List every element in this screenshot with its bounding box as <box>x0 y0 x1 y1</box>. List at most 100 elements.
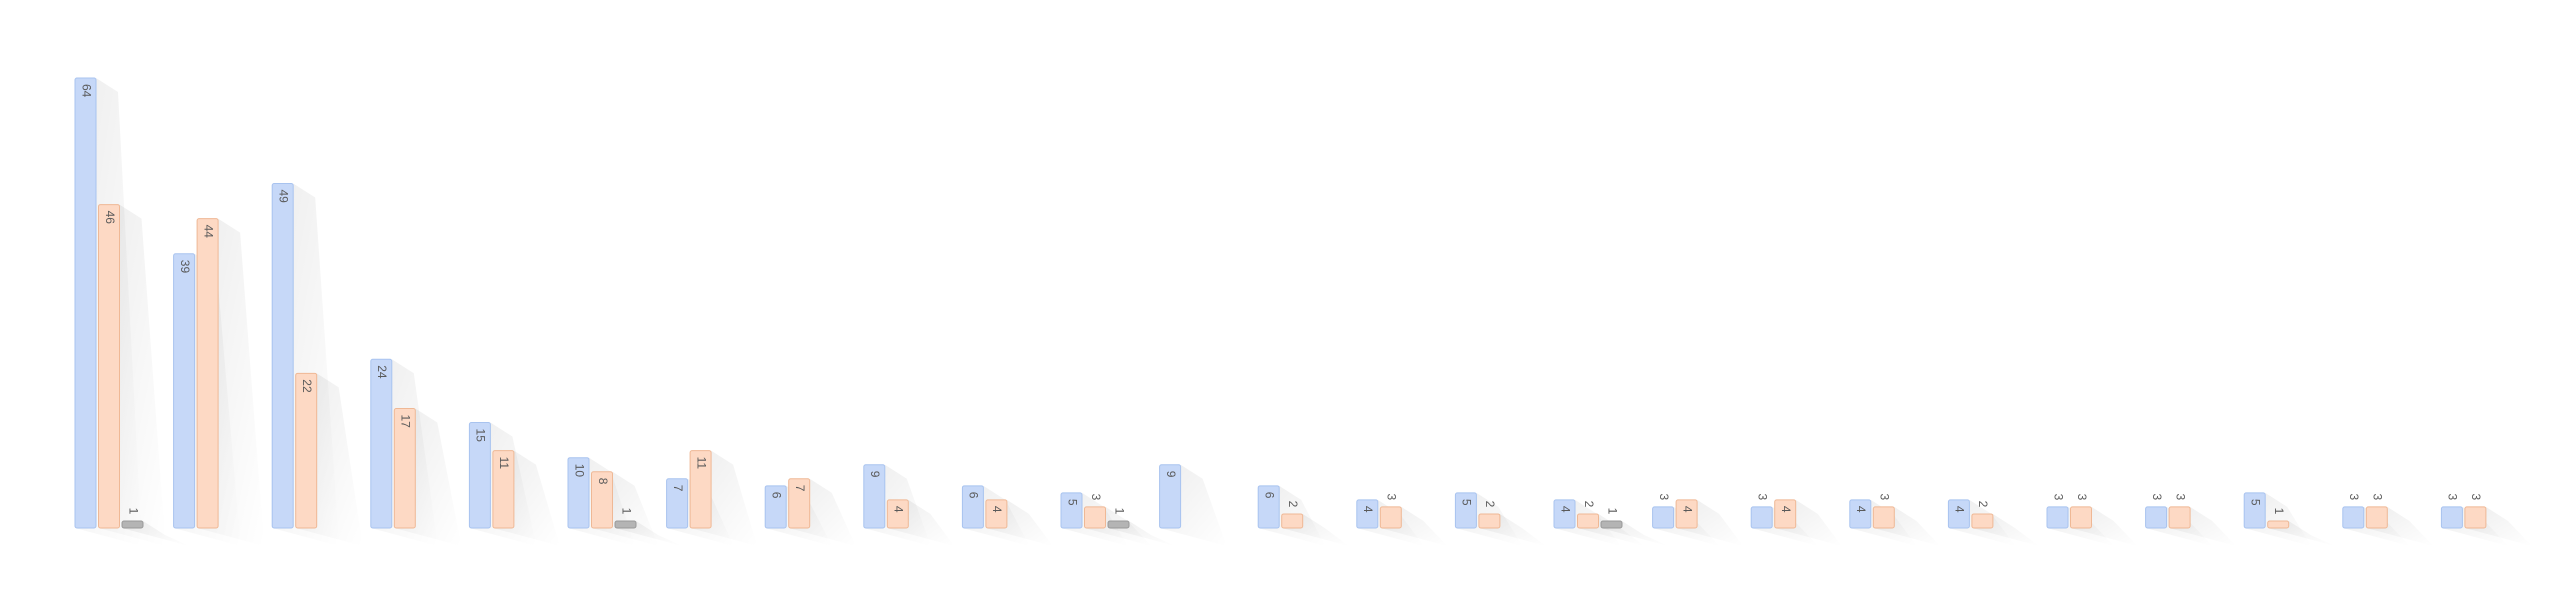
bar <box>1600 520 1623 529</box>
bar <box>2070 506 2092 529</box>
bar <box>1675 499 1698 529</box>
bar <box>393 407 416 529</box>
value-label: 2 <box>1483 501 1497 508</box>
bar <box>1084 506 1106 529</box>
bar <box>1971 513 1994 529</box>
bar <box>121 520 144 529</box>
bar <box>1356 499 1379 529</box>
value-label: 8 <box>596 478 610 485</box>
value-label: 4 <box>1558 506 1572 513</box>
bar <box>614 520 637 529</box>
bar <box>468 422 491 529</box>
bar <box>985 499 1008 529</box>
value-label: 3 <box>2446 494 2460 501</box>
value-label: 11 <box>497 457 511 470</box>
value-label: 2 <box>1976 501 1990 508</box>
bar <box>271 182 294 529</box>
value-label: 3 <box>2371 494 2385 501</box>
value-label: 1 <box>619 508 633 515</box>
value-label: 6 <box>1263 492 1277 499</box>
bar <box>2145 506 2168 529</box>
bar <box>1060 492 1083 529</box>
value-label: 10 <box>572 464 586 478</box>
bar <box>1577 513 1599 529</box>
bar <box>886 499 909 529</box>
bar <box>666 478 689 529</box>
value-label: 4 <box>1680 506 1694 513</box>
value-label: 64 <box>79 84 93 98</box>
bar <box>74 77 97 529</box>
bar <box>1281 513 1304 529</box>
bar <box>2243 492 2266 529</box>
value-label: 7 <box>671 485 685 492</box>
bar <box>1872 506 1895 529</box>
bar <box>196 218 219 529</box>
bar <box>2168 506 2191 529</box>
value-label: 2 <box>1582 501 1596 508</box>
value-label: 3 <box>1657 494 1671 501</box>
value-label: 2 <box>1286 501 1300 508</box>
value-label: 5 <box>1460 499 1474 506</box>
bar <box>591 471 613 529</box>
bar <box>2046 506 2069 529</box>
value-label: 39 <box>178 260 192 274</box>
bar <box>567 457 590 529</box>
value-label: 3 <box>2150 494 2164 501</box>
value-label: 11 <box>694 457 708 470</box>
value-label: 6 <box>770 492 784 499</box>
bar <box>863 464 886 529</box>
bar <box>1379 506 1402 529</box>
value-label: 3 <box>1089 494 1103 501</box>
value-label: 4 <box>1953 506 1967 513</box>
value-label: 3 <box>2469 494 2483 501</box>
bar <box>788 478 811 529</box>
value-label: 22 <box>300 379 314 393</box>
bar <box>2267 520 2290 529</box>
value-label: 24 <box>375 365 389 379</box>
value-label: 49 <box>277 189 291 203</box>
bar <box>689 450 712 529</box>
bar <box>2365 506 2388 529</box>
value-label: 7 <box>793 485 807 492</box>
bar <box>1750 506 1773 529</box>
value-label: 3 <box>1878 494 1892 501</box>
value-label: 3 <box>1756 494 1770 501</box>
bar <box>1553 499 1576 529</box>
value-label: 3 <box>2347 494 2361 501</box>
bar <box>2342 506 2365 529</box>
value-label: 4 <box>1779 506 1793 513</box>
value-label: 17 <box>399 414 413 428</box>
bar <box>1257 485 1280 529</box>
bar <box>1774 499 1797 529</box>
value-label: 5 <box>2249 499 2263 506</box>
value-label: 1 <box>1605 508 1619 515</box>
value-label: 4 <box>990 506 1004 513</box>
value-label: 4 <box>1361 506 1375 513</box>
value-label: 1 <box>1112 508 1126 515</box>
bar <box>1159 464 1182 529</box>
value-label: 1 <box>126 508 140 515</box>
bar <box>1652 506 1675 529</box>
value-label: 9 <box>1164 471 1178 478</box>
bar <box>764 485 787 529</box>
bar <box>1478 513 1501 529</box>
value-label: 6 <box>967 492 981 499</box>
bar <box>1454 492 1477 529</box>
bar <box>295 372 318 529</box>
bar <box>2440 506 2463 529</box>
value-label: 5 <box>1065 499 1079 506</box>
bar <box>1947 499 1970 529</box>
bar <box>173 253 196 529</box>
value-label: 9 <box>868 471 882 478</box>
value-label: 3 <box>2051 494 2065 501</box>
value-label: 3 <box>1385 494 1399 501</box>
value-label: 46 <box>103 211 117 225</box>
value-label: 3 <box>2075 494 2089 501</box>
bar <box>492 450 515 529</box>
bar <box>2464 506 2487 529</box>
bar <box>961 485 984 529</box>
bar <box>98 204 120 529</box>
value-label: 1 <box>2272 508 2286 515</box>
